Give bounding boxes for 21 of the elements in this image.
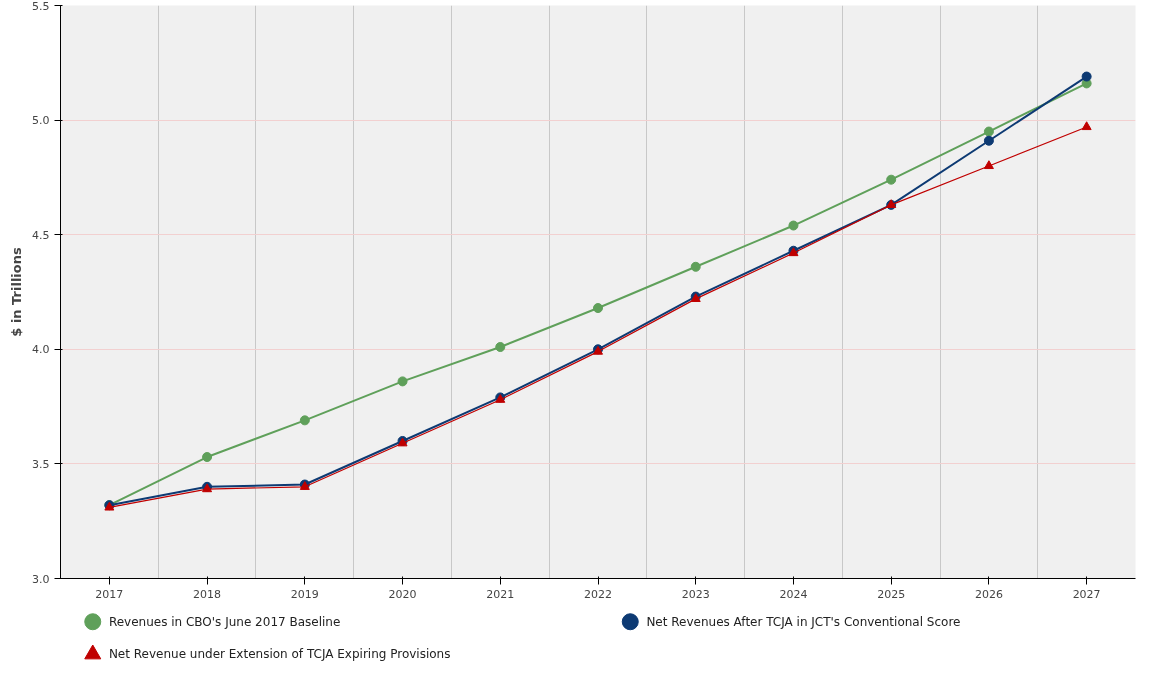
x-tick-label: 2026 xyxy=(974,587,1003,601)
x-tick-label: 2020 xyxy=(388,587,417,601)
x-tick-label: 2018 xyxy=(193,587,222,601)
y-axis-title: $ in Trillions xyxy=(9,247,25,337)
y-tick-label: 3.0 xyxy=(32,572,50,586)
x-tick-label: 2023 xyxy=(681,587,710,601)
y-tick-label: 4.5 xyxy=(32,228,50,242)
x-tick-label: 2025 xyxy=(877,587,906,601)
legend-label: Net Revenue under Extension of TCJA Expiring Provisions xyxy=(108,647,451,662)
legend-label: Net Revenues After TCJA in JCT's Conventional Score xyxy=(646,614,961,629)
x-tick-label: 2019 xyxy=(290,587,319,601)
y-tick-label: 3.5 xyxy=(32,457,50,471)
y-tick-label: 4.0 xyxy=(32,343,50,357)
x-tick-label: 2024 xyxy=(779,587,808,601)
y-tick-label: 5.5 xyxy=(32,0,50,13)
y-tick-label: 5.0 xyxy=(32,114,50,128)
legend-label: Revenues in CBO's June 2017 Baseline xyxy=(108,614,341,629)
x-tick-label: 2021 xyxy=(486,587,515,601)
x-tick-label: 2022 xyxy=(584,587,612,601)
x-tick-label: 2027 xyxy=(1072,587,1101,601)
x-tick-label: 2017 xyxy=(95,587,124,601)
